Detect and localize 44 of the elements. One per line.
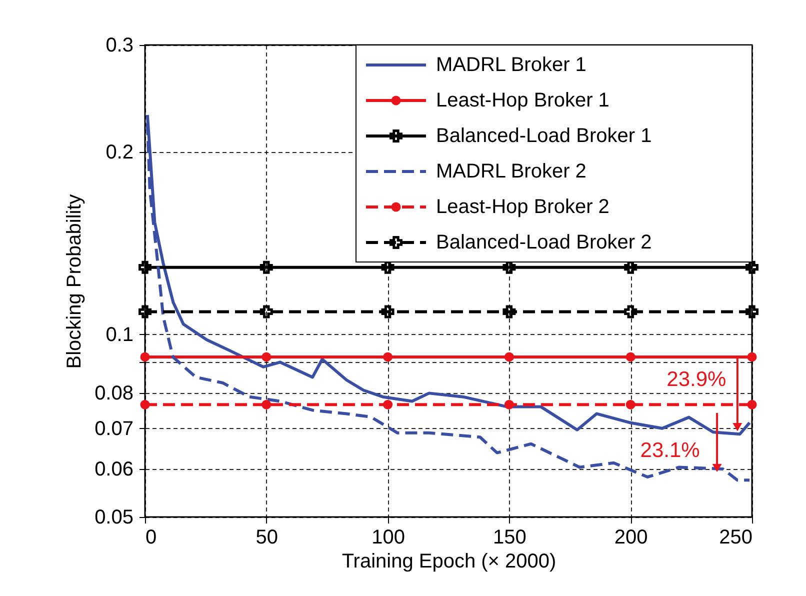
legend-label: Least-Hop Broker 1 (436, 90, 610, 112)
y-tick-label: 0.1 (106, 324, 134, 346)
x-tick-label: 250 (719, 526, 752, 548)
point (260, 260, 273, 274)
point (504, 352, 514, 362)
legend-label: Balanced-Load Broker 2 (436, 232, 652, 254)
point (140, 400, 150, 410)
point (260, 305, 273, 318)
point (138, 305, 152, 318)
point (747, 400, 757, 410)
y-tick-label: 0.06 (94, 458, 134, 480)
x-tick-label: 50 (256, 526, 278, 548)
point (381, 305, 394, 318)
x-axis-title: Training Epoch (× 2000) (342, 550, 556, 572)
y-tick-label: 0.07 (94, 418, 134, 440)
x-tick-label: 0 (146, 526, 157, 548)
x-tick-label: 200 (614, 526, 648, 548)
legend-label: MADRL Broker 2 (436, 160, 586, 182)
point (626, 400, 636, 410)
point (138, 260, 152, 274)
point (747, 352, 757, 362)
x-tick-label: 100 (372, 526, 405, 548)
point (383, 400, 393, 410)
annotation: 23.9% (666, 368, 726, 392)
point (626, 352, 636, 362)
annotation: 23.1% (640, 438, 700, 462)
point (140, 352, 150, 362)
legend-label: MADRL Broker 1 (436, 54, 586, 76)
point (262, 400, 272, 410)
y-tick-label: 0.05 (94, 506, 134, 528)
point (502, 305, 516, 318)
point (383, 352, 393, 362)
x-tick-label: 150 (493, 526, 526, 548)
point (624, 305, 638, 318)
y-axis-title: Blocking Probability (64, 194, 86, 369)
y-tick-label: 0.3 (106, 34, 134, 56)
point (746, 305, 758, 318)
y-tick-label: 0.08 (94, 382, 134, 405)
legend-label: Least-Hop Broker 2 (436, 196, 610, 218)
point (504, 400, 514, 410)
legend-label: Balanced-Load Broker 1 (436, 125, 652, 147)
point (746, 260, 758, 274)
y-tick-label: 0.2 (106, 141, 134, 164)
point (262, 352, 272, 362)
